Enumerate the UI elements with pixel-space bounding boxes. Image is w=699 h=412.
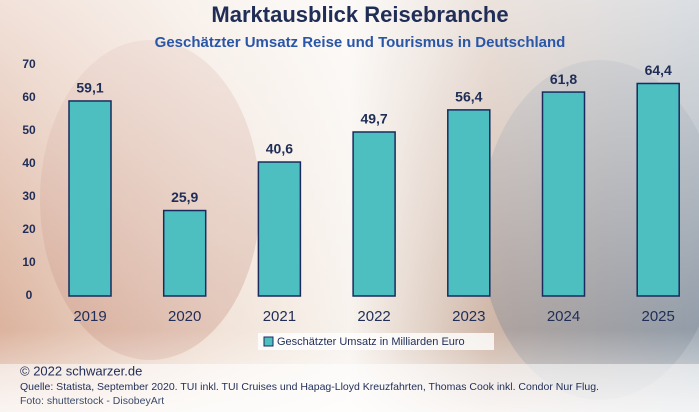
y-tick-label: 60: [22, 90, 36, 104]
bar: [447, 109, 491, 297]
footer-band: [0, 364, 699, 412]
bar: [636, 82, 680, 297]
legend-box: [258, 333, 494, 350]
value-label: 25,9: [171, 189, 198, 205]
copyright: © 2022 schwarzer.de: [20, 363, 142, 378]
bar: [541, 91, 586, 297]
y-tick-label: 10: [22, 255, 36, 269]
y-tick-label: 70: [22, 57, 36, 71]
value-label: 64,4: [645, 62, 672, 78]
photo-credit: Foto: shutterstock - DisobeyArt: [20, 395, 164, 407]
source: Quelle: Statista, September 2020. TUI in…: [20, 381, 599, 393]
bar: [162, 209, 207, 297]
legend-label: Geschätzter Umsatz in Milliarden Euro: [277, 336, 465, 348]
value-label: 56,4: [455, 89, 482, 105]
x-tick-label: 2024: [547, 308, 580, 325]
bar: [68, 100, 112, 297]
y-tick-label: 50: [22, 123, 36, 137]
bar: [352, 131, 396, 297]
chart-title: Marktausblick Reisebranche: [211, 2, 508, 27]
x-tick-label: 2020: [168, 308, 201, 325]
x-tick-label: 2025: [642, 308, 675, 325]
y-tick-label: 0: [26, 288, 33, 302]
x-tick-label: 2023: [452, 308, 485, 325]
y-tick-label: 30: [22, 189, 36, 203]
value-label: 59,1: [76, 80, 103, 96]
value-label: 40,6: [266, 141, 293, 157]
y-tick-label: 40: [22, 156, 36, 170]
value-label: 61,8: [550, 71, 577, 87]
chart-subtitle: Geschätzter Umsatz Reise und Tourismus i…: [155, 34, 566, 51]
value-label: 49,7: [360, 111, 387, 127]
x-tick-label: 2021: [263, 308, 296, 325]
bar: [257, 161, 302, 297]
x-tick-label: 2019: [73, 308, 106, 325]
y-tick-label: 20: [22, 222, 36, 236]
legend-swatch: [263, 336, 274, 347]
x-tick-label: 2022: [357, 308, 390, 325]
